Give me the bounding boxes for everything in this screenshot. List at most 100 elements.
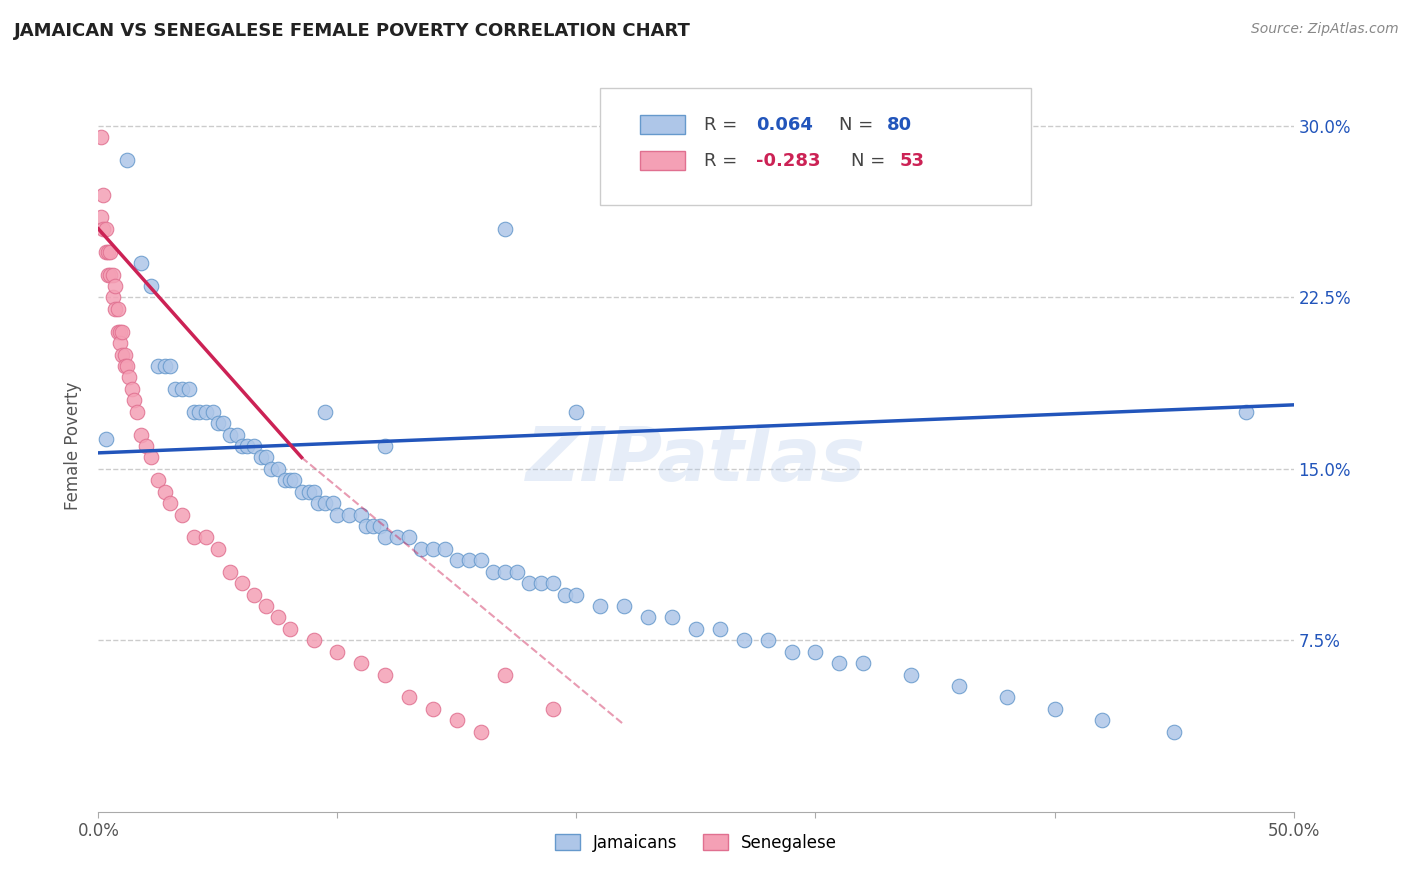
FancyBboxPatch shape [640,115,685,135]
Point [494,565,516,579]
Point [131,256,153,270]
Point [385,530,409,544]
Point [398,690,420,705]
Point [315,496,337,510]
Point [302,633,325,648]
Point [231,576,253,591]
Point [326,508,349,522]
Point [172,508,194,522]
Point [114,359,136,373]
Point [243,439,266,453]
Point [172,382,194,396]
Point [259,462,281,476]
Point [446,553,468,567]
Point [298,484,321,499]
Point [565,405,588,419]
Point [148,473,170,487]
Text: 0.064: 0.064 [756,116,813,134]
Point [530,576,553,591]
Point [685,622,707,636]
Point [322,496,344,510]
Point [121,382,143,396]
Point [104,301,127,316]
FancyBboxPatch shape [640,152,685,170]
Text: ZIPatlas: ZIPatlas [526,424,866,497]
Point [115,153,138,168]
Point [613,599,636,613]
Point [155,359,177,373]
Point [90,211,112,225]
Point [111,325,134,339]
Point [97,268,120,282]
Point [254,450,277,465]
Point [661,610,683,624]
Point [411,541,433,556]
Y-axis label: Female Poverty: Female Poverty [65,382,83,510]
Point [291,484,314,499]
Point [108,325,131,339]
Point [780,645,803,659]
Point [124,393,146,408]
Point [267,462,290,476]
Point [254,599,277,613]
Text: 53: 53 [900,152,924,169]
Point [517,576,540,591]
Point [446,714,468,728]
Point [114,347,136,362]
Point [97,244,120,259]
Point [107,301,129,316]
Point [135,439,157,453]
Point [374,667,396,681]
Point [111,347,134,362]
Point [541,702,564,716]
Point [101,290,124,304]
Point [852,656,875,670]
Point [307,496,329,510]
Point [231,439,253,453]
Point [339,508,361,522]
Point [187,405,209,419]
Point [1091,714,1114,728]
Point [350,656,373,670]
Point [207,541,229,556]
Point [219,565,242,579]
Point [195,405,218,419]
Text: Source: ZipAtlas.com: Source: ZipAtlas.com [1251,22,1399,37]
Point [219,427,242,442]
Point [278,622,301,636]
Point [131,427,153,442]
Point [398,530,420,544]
Point [434,541,457,556]
Point [179,382,201,396]
Point [900,667,922,681]
Point [756,633,779,648]
Point [470,553,492,567]
Point [589,599,612,613]
Point [1163,724,1185,739]
Point [315,405,337,419]
Point [326,645,349,659]
Point [828,656,851,670]
Point [108,336,131,351]
Point [374,530,396,544]
Point [278,473,301,487]
Legend: Jamaicans, Senegalese: Jamaicans, Senegalese [548,827,844,858]
Point [107,325,129,339]
Point [183,530,205,544]
Point [125,405,148,419]
Point [470,724,492,739]
Point [139,279,162,293]
Point [354,519,377,533]
Point [274,473,297,487]
Point [94,432,117,446]
Point [94,244,117,259]
Text: -0.283: -0.283 [756,152,820,169]
Text: JAMAICAN VS SENEGALESE FEMALE POVERTY CORRELATION CHART: JAMAICAN VS SENEGALESE FEMALE POVERTY CO… [14,22,690,40]
Point [804,645,827,659]
Point [139,450,162,465]
Point [995,690,1018,705]
Point [422,541,444,556]
Point [565,588,588,602]
Point [159,496,181,510]
Point [494,667,516,681]
